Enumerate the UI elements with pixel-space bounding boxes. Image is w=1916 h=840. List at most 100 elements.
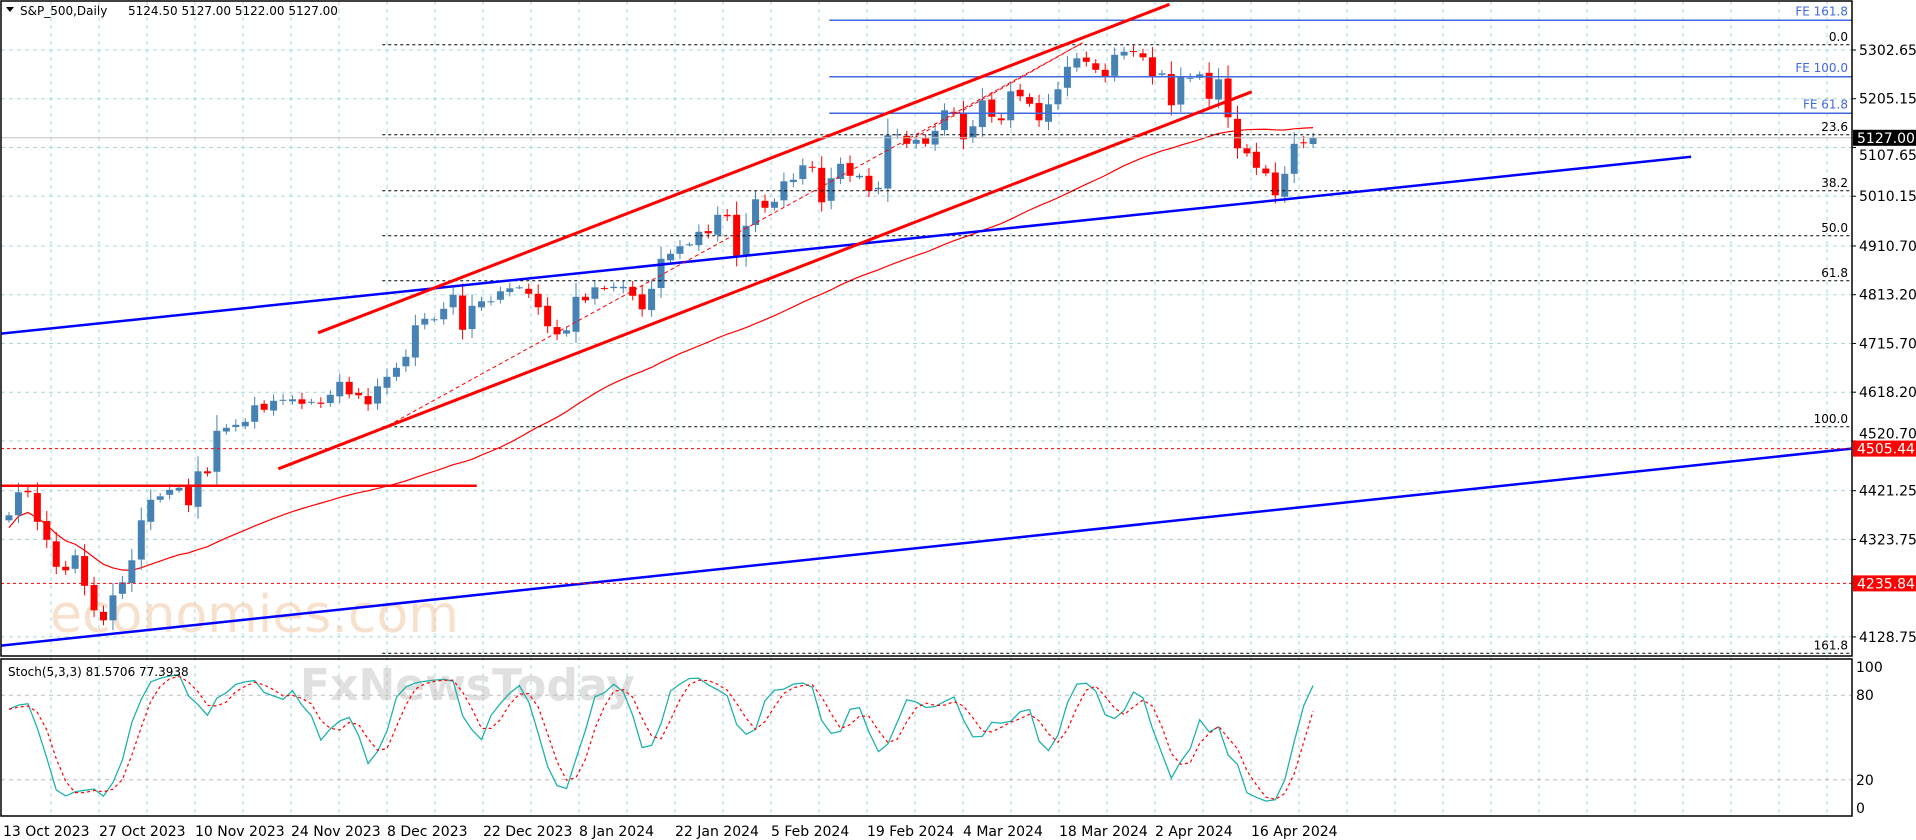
candle — [978, 88, 986, 137]
stochastic-pane-frame — [0, 658, 1853, 817]
candle — [988, 92, 996, 123]
candle — [1045, 93, 1052, 131]
candle — [374, 378, 382, 410]
candle — [402, 349, 410, 373]
candle-body — [364, 396, 372, 405]
candle — [770, 198, 778, 211]
candle — [544, 297, 552, 334]
candle — [912, 133, 920, 149]
candle-body — [1158, 73, 1166, 75]
candle-body — [856, 175, 863, 178]
candle — [156, 492, 164, 503]
stoch-level-label: 100 — [1856, 660, 1883, 676]
candle-body — [1101, 69, 1109, 78]
candle-body — [298, 399, 306, 404]
watermark-economies: economies.com — [50, 585, 459, 645]
candle-body — [430, 319, 438, 321]
candle — [326, 390, 334, 407]
candle-body — [1148, 57, 1156, 77]
price-axis[interactable]: 5302.65 5205.15 5107.65 5010.15 4910.70 4813.… — [1852, 43, 1916, 817]
candle-body — [185, 487, 193, 506]
candle — [506, 282, 514, 297]
candle-body — [279, 399, 287, 401]
candle-body — [591, 287, 599, 299]
candle — [553, 319, 561, 341]
candle-body — [1120, 51, 1128, 56]
candle — [440, 302, 448, 325]
fib-level-label: 23.6 — [1821, 120, 1848, 134]
candle — [667, 249, 674, 264]
candle-body — [137, 520, 145, 560]
candle-body — [383, 376, 391, 388]
candle — [355, 388, 363, 399]
stochastic-label: Stoch(5,3,3) 81.5706 77.3938 — [8, 665, 189, 679]
candle-body — [374, 386, 382, 404]
candle-body — [175, 487, 183, 491]
candle-body — [90, 585, 98, 611]
candle — [827, 167, 835, 210]
candle-body — [1186, 77, 1194, 79]
candle-body — [704, 231, 712, 234]
candle — [1111, 47, 1119, 82]
candle — [1215, 68, 1223, 109]
candle — [298, 392, 306, 410]
candle-body — [307, 401, 315, 403]
stoch-d-line — [8, 675, 1314, 801]
candle-body — [81, 556, 89, 586]
candle — [1139, 48, 1147, 61]
candle-body — [128, 560, 136, 584]
candle — [1054, 82, 1062, 111]
candle — [1016, 83, 1024, 102]
candle-body — [14, 492, 22, 516]
candle-body — [222, 427, 230, 432]
candle — [808, 161, 816, 173]
candle — [1252, 142, 1260, 175]
candle — [270, 394, 278, 416]
fib-level-label: 161.8 — [1814, 638, 1848, 652]
candle — [137, 507, 145, 570]
candle-body — [1054, 89, 1062, 105]
candle-body — [969, 126, 977, 138]
candle — [742, 213, 750, 267]
fib-level-label: 38.2 — [1821, 176, 1848, 190]
candle — [1205, 62, 1213, 108]
candle-body — [468, 305, 476, 330]
collapse-triangle-icon[interactable] — [6, 7, 14, 12]
candle-body — [818, 167, 826, 203]
candle-body — [118, 582, 126, 594]
candle-body — [827, 178, 835, 201]
candle — [1082, 51, 1090, 67]
candle-body — [922, 138, 930, 144]
candle-body — [100, 611, 107, 621]
candle-body — [402, 356, 410, 367]
candle — [959, 100, 967, 150]
candle-body — [487, 301, 495, 303]
candle — [185, 478, 193, 513]
candle-body — [912, 139, 920, 144]
candle-body — [336, 381, 344, 397]
candle-body — [1243, 148, 1251, 154]
price-tick-label: 4323.75 — [1859, 532, 1916, 548]
price-tick-label: 5010.15 — [1859, 189, 1916, 205]
candle-body — [770, 201, 778, 208]
candle — [449, 285, 457, 315]
candle-body — [1271, 172, 1279, 196]
candle — [459, 283, 467, 340]
candle — [837, 157, 845, 185]
candle-body — [1300, 142, 1308, 144]
candle — [846, 155, 854, 182]
candle-body — [1177, 76, 1185, 105]
red-channel-lower — [277, 90, 1253, 471]
candle — [761, 194, 769, 213]
blue-trendline-lower — [1, 447, 1852, 647]
candle — [1026, 93, 1034, 107]
candle-body — [676, 246, 684, 254]
candle — [100, 605, 107, 626]
candle-body — [619, 286, 627, 289]
time-axis[interactable]: 13 Oct 2023 27 Oct 2023 10 Nov 2023 24 Nov … — [3, 824, 1338, 840]
candle — [62, 560, 70, 575]
candle — [1120, 46, 1128, 60]
candle-body — [638, 294, 646, 310]
candle-body — [1167, 74, 1175, 106]
